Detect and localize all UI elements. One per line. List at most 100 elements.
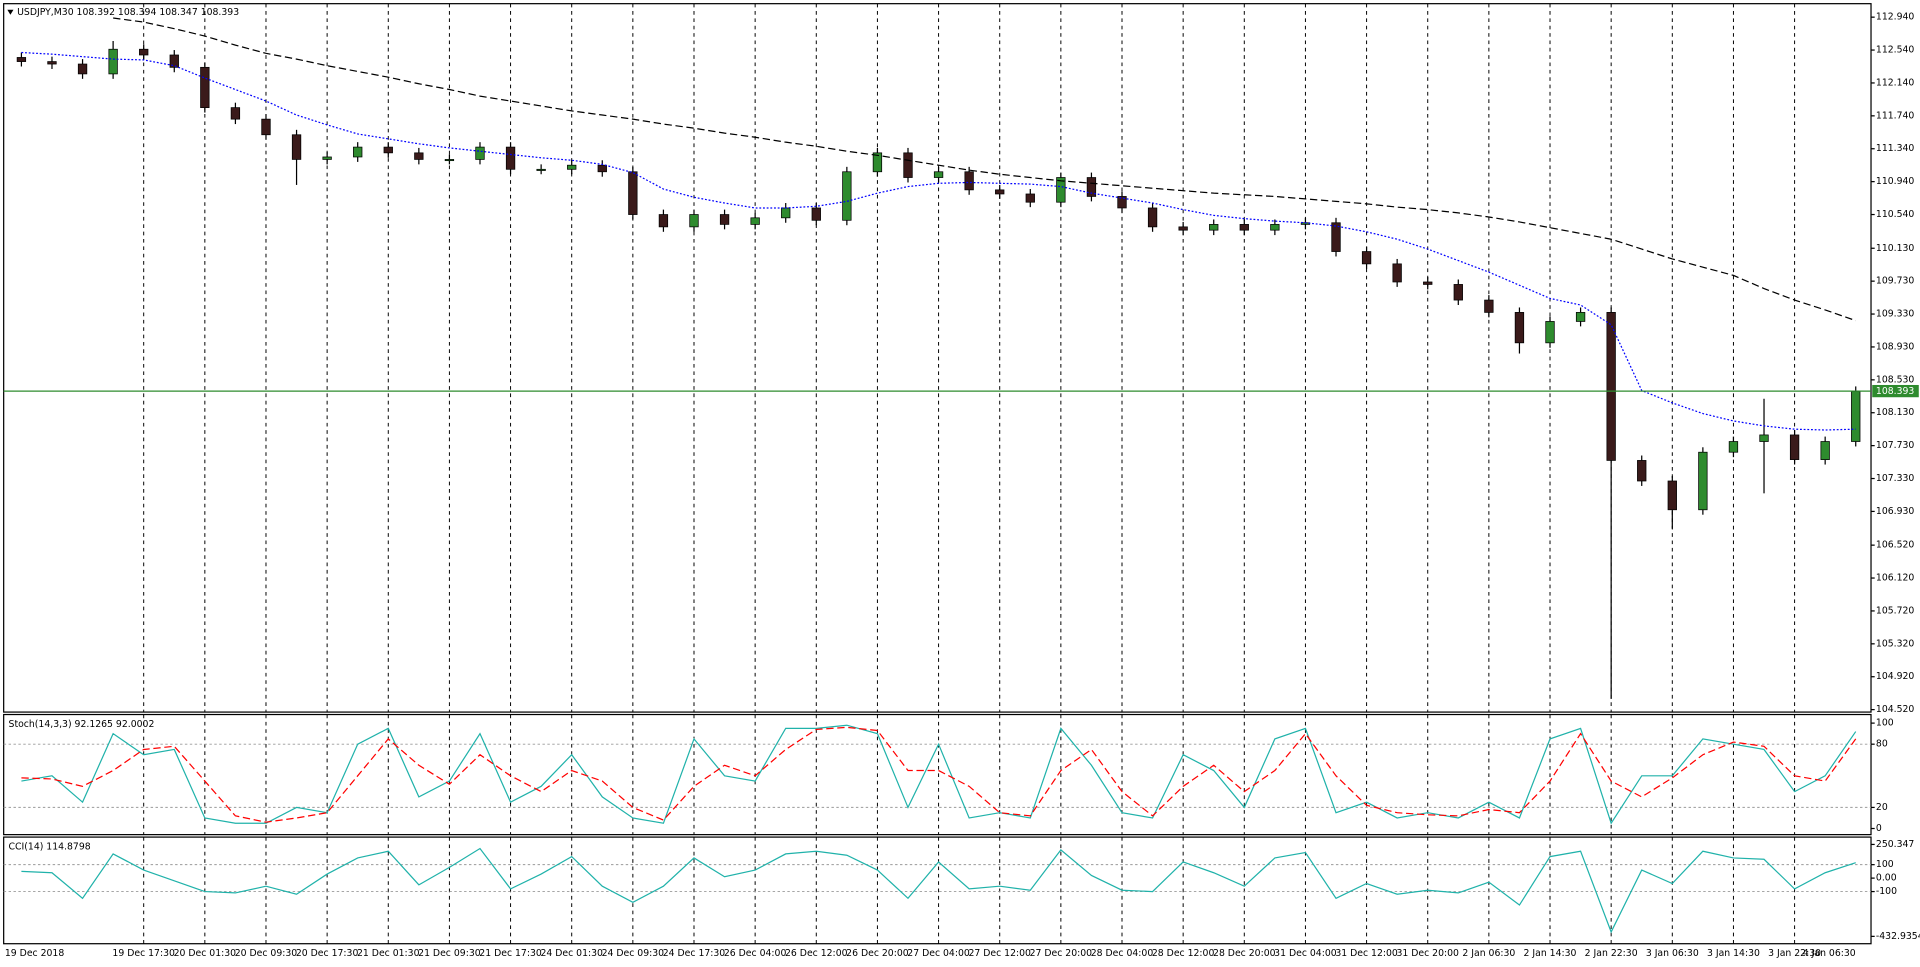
- candle-body: [1851, 390, 1861, 442]
- y-tick-label: 110.540: [1876, 209, 1915, 220]
- x-tick-label: 27 Dec 04:00: [907, 948, 970, 959]
- x-tick-label: 21 Dec 17:30: [479, 948, 542, 959]
- candle-body: [597, 164, 607, 173]
- x-tick-label: 26 Dec 04:00: [724, 948, 787, 959]
- indicator-line: [21, 724, 1857, 825]
- candle-body: [1056, 177, 1066, 203]
- indicator-line: [21, 847, 1856, 934]
- candle-body: [1209, 224, 1219, 231]
- candle-body: [383, 146, 393, 154]
- candle-body: [1820, 441, 1830, 460]
- y-tick-label: 105.320: [1876, 638, 1915, 649]
- candle-body: [842, 171, 852, 221]
- y-tick-label: 108.930: [1876, 341, 1915, 352]
- x-tick-label: 2 Jan 06:30: [1462, 948, 1515, 959]
- y-tick-label: 111.740: [1876, 110, 1915, 121]
- x-tick-label: 24 Dec 09:30: [602, 948, 665, 959]
- x-tick-label: 21 Dec 01:30: [357, 948, 420, 959]
- candle-body: [1025, 193, 1035, 203]
- y-tick-label: 250.347: [1876, 839, 1915, 850]
- candle-body: [1331, 222, 1341, 252]
- x-tick-label: 4 Jan 06:30: [1803, 948, 1856, 959]
- moving-average: [113, 17, 1856, 322]
- candle-body: [230, 107, 241, 120]
- candle-body: [1789, 434, 1800, 460]
- y-tick-label: 0: [1876, 823, 1882, 834]
- x-tick-label: 27 Dec 12:00: [968, 948, 1031, 959]
- x-tick-label: 2 Jan 14:30: [1524, 948, 1577, 959]
- main-panel: [3, 3, 1872, 713]
- candle-body: [1759, 434, 1769, 442]
- x-tick-label: 21 Dec 09:30: [418, 948, 481, 959]
- x-tick-label: 28 Dec 12:00: [1152, 948, 1215, 959]
- x-tick-label: 31 Dec 04:00: [1274, 948, 1337, 959]
- last-price-box: [1872, 384, 1919, 398]
- candle-body: [1484, 299, 1494, 313]
- x-tick-label: 28 Dec 04:00: [1091, 948, 1154, 959]
- candle-body: [414, 152, 424, 160]
- candle-body: [1178, 226, 1188, 231]
- x-tick-label: 19 Dec 2018: [5, 948, 64, 959]
- y-tick-label: 110.130: [1876, 243, 1915, 254]
- candle-body: [964, 171, 974, 191]
- y-tick-label: 111.340: [1876, 143, 1915, 154]
- x-tick-label: 26 Dec 12:00: [785, 948, 848, 959]
- candle-body: [16, 57, 27, 62]
- x-tick-label: 26 Dec 20:00: [846, 948, 909, 959]
- candle-body: [322, 156, 332, 160]
- last-price-label: 108.393: [1876, 386, 1915, 397]
- y-tick-label: 106.520: [1876, 540, 1915, 551]
- x-tick-label: 3 Jan 14:30: [1707, 948, 1760, 959]
- candle-body: [47, 61, 57, 65]
- candle-body: [200, 66, 210, 108]
- y-tick-label: 0.00: [1876, 873, 1897, 884]
- candle-body: [750, 217, 760, 225]
- candle-body: [872, 152, 883, 173]
- stoch-panel: [3, 713, 1872, 836]
- x-tick-label: 27 Dec 20:00: [1030, 948, 1093, 959]
- y-tick-label: 112.540: [1876, 45, 1915, 56]
- y-tick-label: 105.720: [1876, 605, 1915, 616]
- y-tick-label: -100: [1876, 886, 1897, 897]
- x-tick-label: 20 Dec 17:30: [296, 948, 359, 959]
- y-tick-label: 112.140: [1876, 77, 1915, 88]
- candle-body: [1637, 460, 1647, 482]
- candle-body: [475, 146, 485, 160]
- candle-body: [169, 54, 179, 68]
- y-tick-label: 80: [1876, 739, 1888, 750]
- x-tick-label: 31 Dec 12:00: [1335, 948, 1398, 959]
- x-tick-label: 19 Dec 17:30: [112, 948, 175, 959]
- y-tick-label: 100: [1876, 859, 1894, 870]
- candle-body: [1239, 224, 1249, 231]
- candle-body: [261, 118, 271, 136]
- candle-body: [719, 214, 730, 225]
- chart-title: USDJPY,M30 108.392 108.394 108.347 108.3…: [17, 7, 239, 18]
- candle-body: [139, 48, 149, 56]
- candle-body: [1270, 224, 1280, 231]
- y-tick-label: 106.930: [1876, 506, 1915, 517]
- menu-arrow[interactable]: [7, 9, 14, 15]
- y-tick-label: 112.940: [1876, 12, 1915, 23]
- y-tick-label: 108.130: [1876, 407, 1915, 418]
- candle-body: [77, 63, 88, 75]
- candle-body: [1514, 312, 1525, 344]
- y-tick-label: 109.330: [1876, 309, 1915, 320]
- candle-body: [1606, 312, 1616, 461]
- x-tick-label: 20 Dec 09:30: [235, 948, 298, 959]
- candle-body: [811, 207, 821, 221]
- x-tick-label: 3 Jan 22:30: [1768, 948, 1821, 959]
- y-tick-label: 107.330: [1876, 473, 1915, 484]
- y-tick-label: 104.920: [1876, 671, 1915, 682]
- candle-body: [995, 189, 1005, 195]
- candle-body: [108, 48, 118, 75]
- candle-body: [689, 214, 699, 228]
- x-tick-label: 31 Dec 20:00: [1396, 948, 1459, 959]
- y-tick-label: 106.120: [1876, 573, 1915, 584]
- cci-title: CCI(14) 114.8798: [9, 841, 91, 852]
- candle-body: [1117, 196, 1127, 209]
- candle-body: [1667, 480, 1677, 511]
- stoch-title: Stoch(14,3,3) 92.1265 92.0002: [9, 719, 155, 730]
- candle-body: [505, 146, 516, 170]
- candle-body: [628, 171, 638, 215]
